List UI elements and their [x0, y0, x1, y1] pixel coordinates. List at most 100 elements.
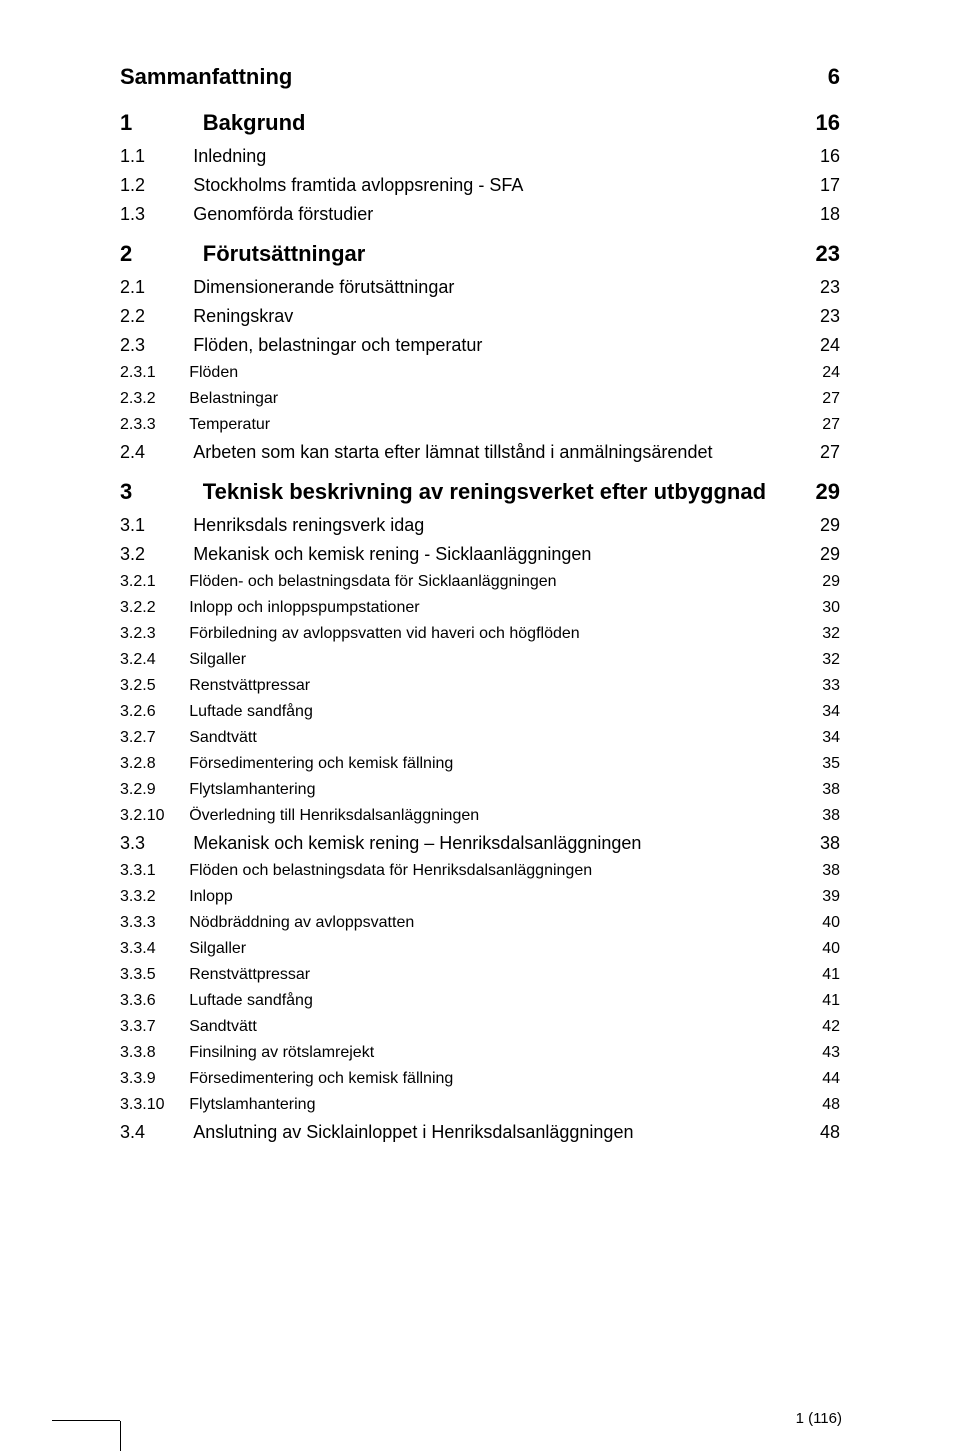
toc-entry-left: 2.2Reningskrav	[120, 306, 800, 327]
toc-entry: Sammanfattning6	[120, 64, 840, 90]
toc-entry-left: 3.4 Anslutning av Sicklainloppet i Henrik…	[120, 1122, 800, 1143]
toc-entry-page: 41	[800, 992, 840, 1010]
page-footer: 1 (116)	[796, 1410, 842, 1427]
toc-entry-page: 34	[800, 703, 840, 721]
toc-entry-title: Luftade sandfång	[189, 703, 780, 721]
toc-entry-title: Henriksdals reningsverk idag	[193, 515, 780, 536]
toc-entry-left: 3.2Mekanisk och kemisk rening - Sicklaan…	[120, 544, 800, 565]
toc-entry-title: Renstvättpressar	[189, 677, 780, 695]
page-number: 1 (116)	[796, 1410, 842, 1427]
toc-entry-title: Stockholms framtida avloppsrening - SFA	[193, 175, 780, 196]
toc-entry: 3.2.10Överledning till Henriksdalsanlägg…	[120, 807, 840, 825]
toc-entry-number: 3.3.6	[120, 992, 171, 1010]
toc-entry-number: 3.2.3	[120, 625, 171, 643]
toc-entry-left: 2.4Arbeten som kan starta efter lämnat t…	[120, 442, 800, 463]
toc-entry: 2.3 Flöden, belastningar och temperatur 24	[120, 335, 840, 356]
toc-entry-title: Bakgrund	[203, 110, 780, 136]
toc-entry-left: 3.1 Henriksdals reningsverk idag	[120, 515, 800, 536]
toc-entry: 3.3.3Nödbräddning av avloppsvatten40	[120, 914, 840, 932]
toc-entry-page: 38	[800, 833, 840, 854]
toc-entry-title: Reningskrav	[193, 306, 780, 327]
toc-entry-page: 34	[800, 729, 840, 747]
toc-entry: 3.3.5Renstvättpressar41	[120, 966, 840, 984]
toc-entry-page: 29	[800, 515, 840, 536]
toc-entry-number: 2.4	[120, 442, 163, 463]
toc-entry-page: 18	[800, 204, 840, 225]
toc-entry: 3.2.3 Förbiledning av avloppsvatten vid h…	[120, 625, 840, 643]
toc-entry-number: 3.3.2	[120, 888, 171, 906]
toc-entry-number: 3.1	[120, 515, 163, 536]
toc-entry-page: 30	[800, 599, 840, 617]
toc-entry-number: 1.2	[120, 175, 163, 196]
toc-entry-left: 1.1Inledning	[120, 146, 800, 167]
toc-entry-title: Anslutning av Sicklainloppet i Henriksda…	[193, 1122, 780, 1143]
toc-entry-number: 3.2.5	[120, 677, 171, 695]
toc-entry-title: Inlopp och inloppspumpstationer	[189, 599, 780, 617]
toc-entry-page: 42	[800, 1018, 840, 1036]
toc-entry-title: Flöden, belastningar och temperatur	[193, 335, 780, 356]
toc-entry: 3.2.9Flytslamhantering38	[120, 781, 840, 799]
toc-entry-left: 3.3.8Finsilning av rötslamrejekt	[120, 1044, 800, 1062]
toc-entry-left: 2.3 Flöden, belastningar och temperatur	[120, 335, 800, 356]
toc-entry-page: 40	[800, 914, 840, 932]
toc-entry-page: 24	[800, 335, 840, 356]
toc-entry-left: 3.2.3 Förbiledning av avloppsvatten vid h…	[120, 625, 800, 643]
toc-entry-page: 48	[800, 1122, 840, 1143]
toc-entry-left: 3.3.3Nödbräddning av avloppsvatten	[120, 914, 800, 932]
toc-entry-number: 2.3	[120, 335, 163, 356]
toc-entry-number: 3.2	[120, 544, 163, 565]
toc-entry-number: 3.2.1	[120, 573, 171, 591]
toc-entry: 1Bakgrund16	[120, 110, 840, 136]
toc-entry-left: 1.2 Stockholms framtida avloppsrening - S…	[120, 175, 800, 196]
toc-entry-title: Renstvättpressar	[189, 966, 780, 984]
toc-entry: 2.3.2Belastningar27	[120, 390, 840, 408]
toc-entry-page: 23	[800, 241, 840, 267]
toc-entry-left: 3.2.1Flöden- och belastningsdata för Sic…	[120, 573, 800, 591]
toc-entry-left: 3.3.6Luftade sandfång	[120, 992, 800, 1010]
toc-entry-left: 3.2.2Inlopp och inloppspumpstationer	[120, 599, 800, 617]
toc-entry-title: Flöden	[189, 364, 780, 382]
toc-entry-title: Flytslamhantering	[189, 781, 780, 799]
toc-entry: 2.4Arbeten som kan starta efter lämnat t…	[120, 442, 840, 463]
toc-entry-title: Inlopp	[189, 888, 780, 906]
toc-entry-left: 3.3.10 Flytslamhantering	[120, 1096, 800, 1114]
toc-entry-title: Sandtvätt	[189, 1018, 780, 1036]
toc-entry-title: Förbiledning av avloppsvatten vid haveri…	[189, 625, 780, 643]
toc-entry-left: 3.3Mekanisk och kemisk rening – Henriksd…	[120, 833, 800, 854]
toc-entry-page: 44	[800, 1070, 840, 1088]
toc-entry: 3.3.4Silgaller40	[120, 940, 840, 958]
toc-entry-left: 2.1Dimensionerande förutsättningar	[120, 277, 800, 298]
footer-rule	[52, 1420, 120, 1421]
toc-entry-number: 3.4	[120, 1122, 163, 1143]
toc-entry-number: 3.3.7	[120, 1018, 171, 1036]
table-of-contents: Sammanfattning61Bakgrund161.1Inledning16…	[120, 64, 840, 1143]
toc-entry: 3.3.1 Flöden och belastningsdata för Henr…	[120, 862, 840, 880]
toc-entry-title: Flytslamhantering	[189, 1096, 780, 1114]
toc-entry-title: Silgaller	[189, 651, 780, 669]
toc-entry-left: 1.3 Genomförda förstudier	[120, 204, 800, 225]
toc-entry: 3.2Mekanisk och kemisk rening - Sicklaan…	[120, 544, 840, 565]
toc-entry-left: 3.3.1 Flöden och belastningsdata för Henr…	[120, 862, 800, 880]
toc-entry: 3.2.4Silgaller32	[120, 651, 840, 669]
toc-entry-page: 29	[800, 573, 840, 591]
toc-entry-left: 1Bakgrund	[120, 110, 800, 136]
toc-entry: 3.3.9Försedimentering och kemisk fällnin…	[120, 1070, 840, 1088]
toc-entry-number: 1.3	[120, 204, 163, 225]
toc-entry: 3.2.2Inlopp och inloppspumpstationer30	[120, 599, 840, 617]
toc-entry: 3.2.1Flöden- och belastningsdata för Sic…	[120, 573, 840, 591]
toc-entry-page: 38	[800, 807, 840, 825]
toc-entry-left: 3.3.7 Sandtvätt	[120, 1018, 800, 1036]
toc-entry: 3.2.5Renstvättpressar33	[120, 677, 840, 695]
toc-entry-title: Genomförda förstudier	[193, 204, 780, 225]
toc-entry-title: Försedimentering och kemisk fällning	[189, 755, 780, 773]
toc-entry-number: 3.3.1	[120, 862, 171, 880]
toc-entry-number: 3.3.8	[120, 1044, 171, 1062]
toc-entry-number: 3.2.6	[120, 703, 171, 721]
toc-entry-title: Flöden och belastningsdata för Henriksda…	[189, 862, 780, 880]
toc-entry-left: 2.3.1Flöden	[120, 364, 800, 382]
toc-entry: 3.2.7Sandtvätt34	[120, 729, 840, 747]
toc-entry-title: Belastningar	[189, 390, 780, 408]
toc-entry-number: 3.3.9	[120, 1070, 171, 1088]
footer-rule	[120, 1421, 121, 1451]
toc-entry-number: 3.3.10	[120, 1096, 171, 1114]
